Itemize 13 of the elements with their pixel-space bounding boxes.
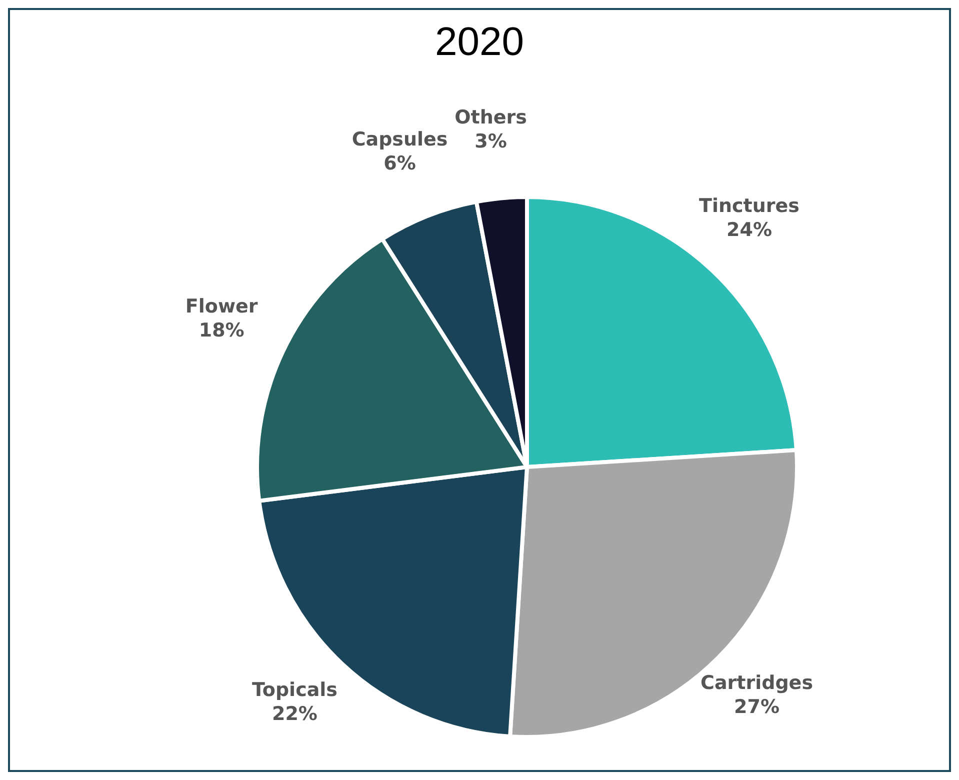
data-label: 18%: [198, 320, 244, 342]
data-label: 22%: [272, 703, 318, 726]
data-label: 27%: [734, 696, 780, 718]
data-label: 3%: [474, 130, 507, 152]
slice-label: Flower: [185, 296, 258, 318]
chart-title: 2020: [434, 20, 525, 65]
slice-label: Tinctures: [699, 194, 800, 217]
slice-label: Others: [454, 106, 527, 128]
slice-label: Cartridges: [700, 672, 814, 694]
slice-label: Topicals: [252, 679, 338, 702]
data-label: 6%: [384, 152, 416, 174]
slice-label: Capsules: [352, 128, 448, 150]
data-label: 24%: [726, 218, 772, 241]
